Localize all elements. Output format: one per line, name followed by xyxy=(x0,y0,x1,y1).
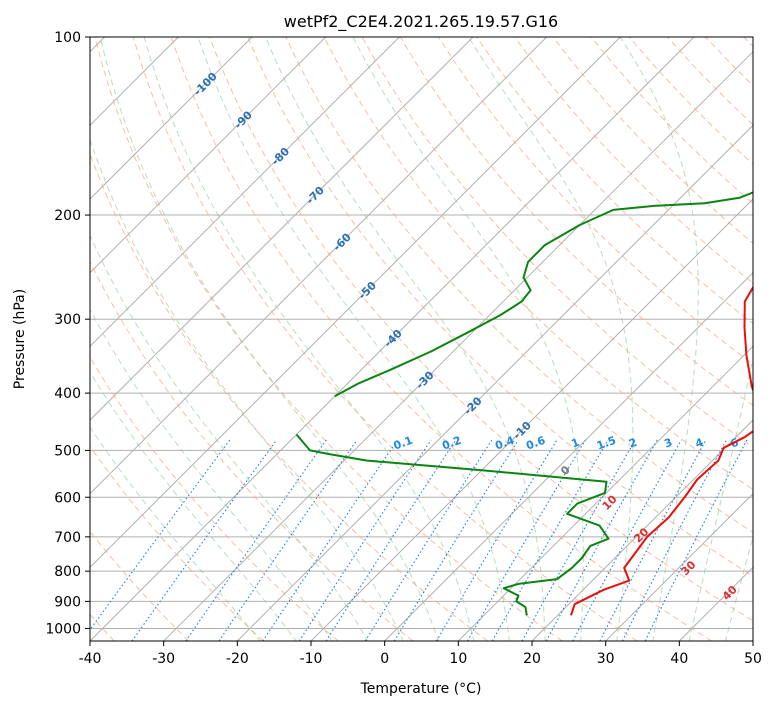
y-tick-label: 800 xyxy=(54,564,81,580)
chart-title: wetPf2_C2E4.2021.265.19.57.G16 xyxy=(284,12,558,32)
moist-adiabat xyxy=(90,308,333,641)
isotherm-line xyxy=(605,492,753,641)
moist-adiabat xyxy=(265,37,546,641)
moist-adiabat xyxy=(468,37,634,641)
y-axis-label: Pressure (hPa) xyxy=(12,289,28,389)
x-tick-label: 50 xyxy=(744,651,762,667)
mixing-ratio-line xyxy=(364,439,493,641)
mixing-ratio-line xyxy=(325,439,457,641)
moist-adiabat xyxy=(725,534,753,641)
dry-adiabat xyxy=(514,37,753,284)
mixing-ratio-line xyxy=(262,439,399,641)
mixing-ratio-line xyxy=(467,439,586,641)
x-tick-label: 10 xyxy=(449,651,467,667)
dewpoint-profile xyxy=(295,433,610,616)
dry-adiabat xyxy=(90,445,264,641)
mixing-ratio-line xyxy=(185,439,327,641)
isotherm-line xyxy=(90,37,253,200)
dry-adiabat xyxy=(90,356,339,641)
mixing-ratio-line xyxy=(521,439,636,641)
x-tick-label: 40 xyxy=(670,651,688,667)
isotherm-line xyxy=(90,37,695,641)
moist-adiabat xyxy=(90,371,297,641)
moist-adiabat xyxy=(90,426,261,641)
mixing-ratio-label: 1.5 xyxy=(595,434,618,453)
y-tick-label: 500 xyxy=(54,443,81,459)
isotherm-line xyxy=(236,124,753,641)
moist-adiabat xyxy=(688,355,753,641)
background-lines xyxy=(90,37,753,641)
dry-adiabat xyxy=(285,37,753,534)
isotherm-line xyxy=(90,37,548,495)
moist-adiabat xyxy=(619,37,699,641)
mixing-ratio-label: 3 xyxy=(662,436,674,451)
x-tick-label: -20 xyxy=(226,651,249,667)
mixing-ratio-line xyxy=(90,439,231,631)
y-tick-label: 1000 xyxy=(45,621,81,637)
isotherm-line xyxy=(163,50,753,641)
mixing-ratio-label: 0.4 xyxy=(493,434,516,453)
x-tick-label: -40 xyxy=(79,651,102,667)
dewpoint-profile xyxy=(334,191,753,398)
moist-adiabat xyxy=(197,37,510,641)
mixing-ratio-line xyxy=(218,439,358,641)
dry-adiabat xyxy=(90,260,414,641)
mixing-ratio-line xyxy=(644,439,748,641)
y-tick-label: 300 xyxy=(54,312,81,328)
moist-adiabat xyxy=(143,37,475,641)
dry-adiabat xyxy=(247,37,753,577)
y-tick-label: 100 xyxy=(54,30,81,46)
y-tick-label: 600 xyxy=(54,490,81,506)
temperature-profile xyxy=(570,286,753,616)
dry-adiabat xyxy=(132,37,638,641)
y-tick-label: 900 xyxy=(54,594,81,610)
mixing-ratio-line xyxy=(435,439,558,641)
x-tick-label: -30 xyxy=(152,651,175,667)
moist-adiabat xyxy=(99,37,440,641)
mixing-ratio-line xyxy=(393,439,519,641)
mixing-ratio-label: 1 xyxy=(570,436,582,451)
dry-adiabat xyxy=(323,37,753,491)
axis-ticks: -40 -30 -20 -10 0 10 20 30 40 50 100 200 300 400 500 60… xyxy=(45,30,762,667)
x-tick-label: 0 xyxy=(380,651,389,667)
mixing-ratio-label: 0.6 xyxy=(524,434,547,453)
isotherm-line xyxy=(90,37,327,274)
mixing-ratio-line xyxy=(491,439,609,641)
isotherm-line xyxy=(531,419,753,641)
isotherm-line xyxy=(90,37,621,569)
isotherm-line xyxy=(90,37,400,348)
isotherm-line xyxy=(457,345,753,641)
plot-frame xyxy=(89,36,754,642)
dry-adiabat xyxy=(170,37,712,641)
dry-adiabat xyxy=(94,37,563,641)
x-tick-label: -10 xyxy=(300,651,323,667)
isotherm-line xyxy=(384,271,753,641)
x-axis-label: Temperature (°C) xyxy=(360,681,482,697)
mixing-ratio-label: 0.2 xyxy=(440,434,463,453)
moist-adiabat xyxy=(90,138,404,641)
x-tick-label: 30 xyxy=(597,651,615,667)
sounding-profiles xyxy=(295,191,753,616)
mixing-ratio-line xyxy=(545,439,658,641)
y-tick-label: 400 xyxy=(54,386,81,402)
dry-adiabat xyxy=(209,37,753,622)
y-tick-label: 200 xyxy=(54,208,81,224)
mixing-ratio-label: 2 xyxy=(627,436,639,451)
isotherm-line xyxy=(90,37,474,421)
mixing-ratio-line xyxy=(298,439,432,641)
mixing-ratio-label: 0.1 xyxy=(392,434,415,453)
mixing-ratio-label: 4 xyxy=(693,436,705,451)
x-tick-label: 20 xyxy=(523,651,541,667)
dry-adiabat xyxy=(476,37,753,325)
y-tick-label: 700 xyxy=(54,530,81,546)
moist-adiabat xyxy=(90,234,369,641)
